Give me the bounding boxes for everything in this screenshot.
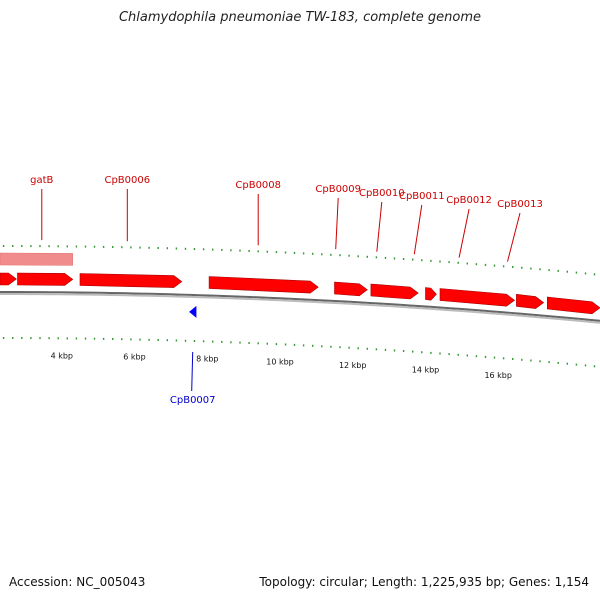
gene-arrow-faded: [0, 252, 73, 266]
accession-text: Accession: NC_005043: [9, 575, 146, 589]
map-title: Chlamydophila pneumoniae TW-183, complet…: [118, 10, 482, 25]
gene-arrow-forward: [0, 272, 17, 286]
label-leader: [458, 208, 470, 258]
outer-tick-track: [2, 245, 596, 276]
gene-track: [0, 252, 600, 318]
gene-label: CpB0011: [399, 191, 445, 202]
genome-backbone: [0, 291, 600, 324]
scale-label: 16 kbp: [484, 371, 512, 380]
gene-label: CpB0010: [359, 188, 405, 199]
scale-label: 14 kbp: [412, 366, 440, 375]
label-leader: [413, 204, 423, 255]
gene-arrow-forward: [439, 288, 515, 307]
gene-arrow-forward: [208, 276, 319, 294]
gene-label: CpB0013: [497, 199, 543, 210]
gene-arrow-forward: [79, 273, 183, 288]
gene-arrow-forward: [425, 287, 437, 301]
gene-label: gatB: [30, 175, 53, 186]
gene-arrow-forward: [334, 281, 368, 297]
gene-arrow-reverse: [189, 305, 197, 318]
gene-label: CpB0009: [315, 184, 361, 195]
gene-label: CpB0007: [170, 395, 216, 406]
backbone-shadow: [0, 293, 600, 324]
gene-label-leaders: [41, 189, 521, 392]
gene-label: CpB0012: [446, 195, 492, 206]
gene-arrow-forward: [547, 296, 600, 315]
gene-arrow-forward: [370, 283, 419, 300]
scale-label: 10 kbp: [266, 357, 294, 366]
inner-tick-track: [2, 337, 596, 368]
gene-arrow-forward: [17, 272, 74, 286]
topology-summary-text: Topology: circular; Length: 1,225,935 bp…: [259, 575, 589, 589]
gene-label: CpB0008: [235, 180, 281, 191]
scale-label: 12 kbp: [339, 361, 367, 370]
label-leader: [376, 201, 383, 252]
label-leader: [335, 197, 339, 250]
gene-arrow-forward: [516, 293, 545, 309]
scale-label: 4 kbp: [51, 351, 73, 360]
scale-label: 8 kbp: [196, 354, 218, 363]
backbone-line: [0, 291, 600, 322]
scale-label: 6 kbp: [123, 352, 145, 361]
label-leader: [191, 351, 194, 392]
label-leader: [507, 212, 521, 262]
scale-labels: 4 kbp 6 kbp 8 kbp 10 kbp 12 kbp 14 kbp 16 kbp: [51, 351, 512, 380]
gene-label: CpB0006: [104, 175, 150, 186]
